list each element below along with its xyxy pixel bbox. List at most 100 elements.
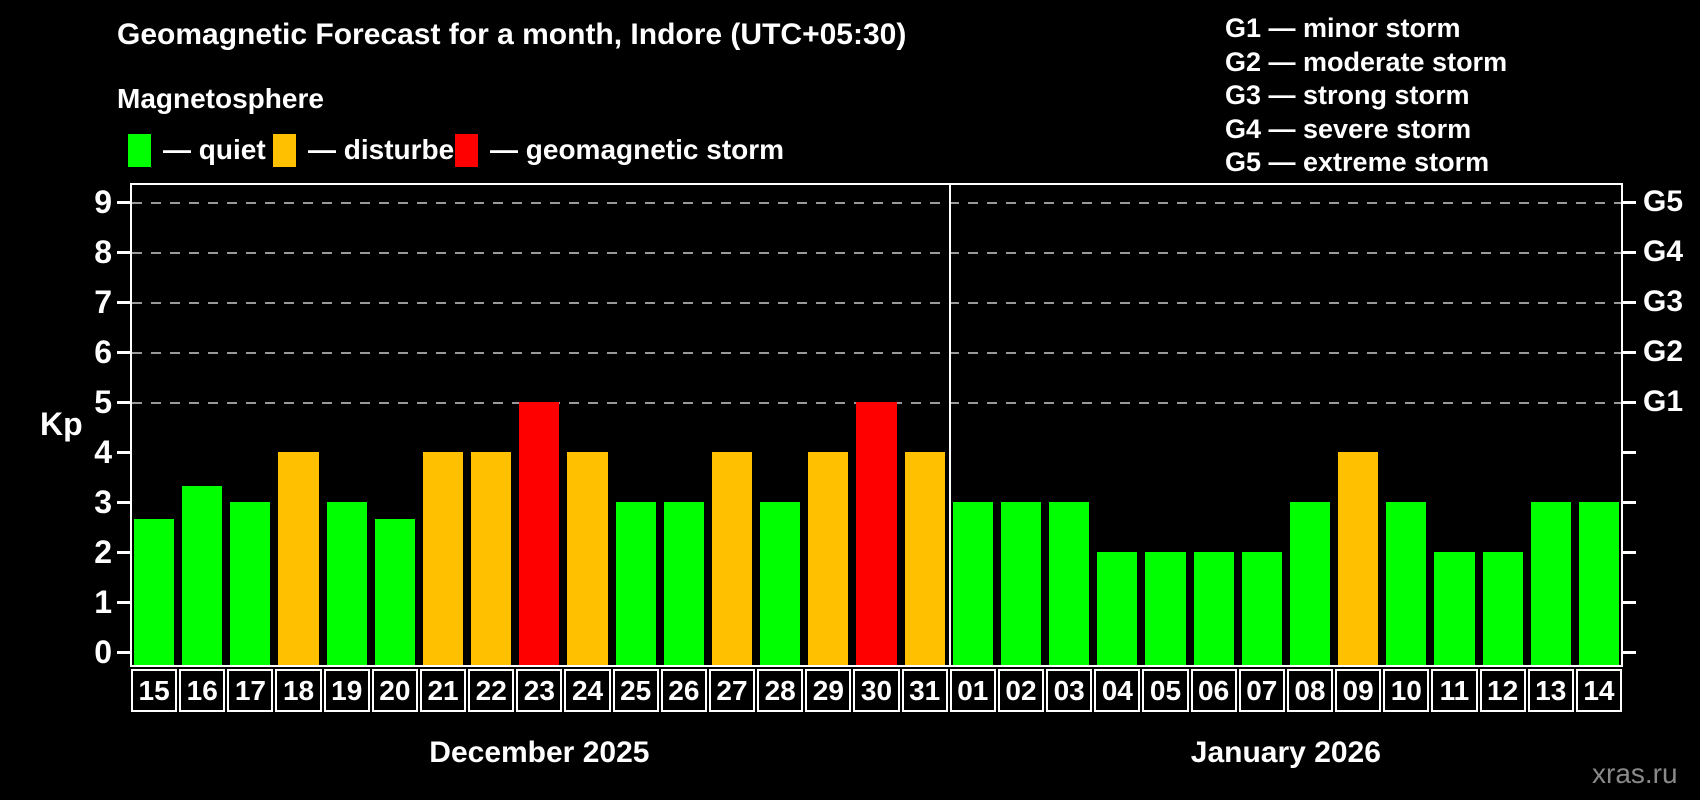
y-axis-label-2: 2: [94, 534, 112, 570]
y-tick-left-1: [117, 601, 130, 604]
day-label-01: 01: [949, 669, 996, 712]
y-axis-label-9: 9: [94, 184, 112, 220]
y-tick-right-2: [1623, 551, 1636, 554]
month-label-0: December 2025: [429, 736, 650, 769]
y-tick-left-2: [117, 551, 130, 554]
legend-label-disturbed: — disturbed: [308, 134, 472, 165]
day-label-07: 07: [1238, 669, 1285, 712]
g2-legend-line: G2 — moderate storm: [1225, 46, 1508, 77]
g4-legend-line: G4 — severe storm: [1225, 113, 1472, 144]
g3-legend-line: G3 — strong storm: [1225, 80, 1470, 110]
kp-bar-day-30: [856, 402, 897, 665]
day-label-10: 10: [1383, 669, 1430, 712]
y-tick-right-8: [1623, 251, 1636, 254]
day-label-05: 05: [1142, 669, 1189, 712]
day-label-13: 13: [1527, 669, 1574, 712]
g-axis-label-g4: G4: [1643, 235, 1684, 268]
plot-area: [130, 183, 1623, 667]
kp-bar-day-20: [374, 518, 415, 665]
y-axis-label-5: 5: [94, 384, 112, 420]
kp-bar-day-28: [760, 502, 801, 665]
day-label-16: 16: [179, 669, 226, 712]
day-label-24: 24: [564, 669, 611, 712]
kp-bar-day-25: [615, 502, 656, 665]
kp-bar-day-16: [182, 485, 223, 665]
day-label-18: 18: [275, 669, 322, 712]
day-label-22: 22: [468, 669, 515, 712]
g-axis-label-g5: G5: [1643, 185, 1684, 218]
legend-item-quiet: — quiet: [128, 133, 266, 167]
disturbed-color-swatch: [273, 133, 296, 167]
kp-bar-day-14: [1578, 502, 1619, 665]
y-tick-right-9: [1623, 201, 1636, 204]
y-axis-label-1: 1: [94, 584, 112, 620]
day-label-04: 04: [1094, 669, 1141, 712]
day-label-30: 30: [853, 669, 900, 712]
y-tick-left-9: [117, 201, 130, 204]
y-tick-left-7: [117, 301, 130, 304]
kp-bar-day-06: [1193, 552, 1234, 665]
kp-bar-day-29: [808, 452, 849, 665]
day-label-25: 25: [612, 669, 659, 712]
day-label-06: 06: [1190, 669, 1237, 712]
y-tick-right-7: [1623, 301, 1636, 304]
y-tick-right-3: [1623, 501, 1636, 504]
day-label-20: 20: [371, 669, 418, 712]
day-axis-row: 15 16 17 18 19 20 21 22 23 24 25 26 27 28 29 30 31 01 02 03…: [130, 669, 1623, 714]
kp-bar-day-02: [1000, 502, 1042, 665]
kp-bar-day-23: [519, 402, 560, 665]
y-axis-label-4: 4: [94, 434, 112, 470]
y-tick-left-4: [117, 451, 130, 454]
day-label-23: 23: [516, 669, 563, 712]
magnetosphere-label: Magnetosphere: [117, 83, 324, 114]
legend-label-storm: — geomagnetic storm: [490, 134, 785, 165]
day-label-09: 09: [1335, 669, 1382, 712]
kp-bar-day-05: [1145, 552, 1186, 665]
y-axis-label-3: 3: [94, 484, 112, 520]
kp-bar-day-08: [1289, 502, 1331, 665]
kp-bar-day-21: [422, 452, 464, 665]
g5-legend-line: G5 — extreme storm: [1225, 147, 1490, 177]
gridline-kp8: [132, 252, 1621, 254]
watermark: xras.ru: [1592, 758, 1678, 789]
y-axis-label-0: 0: [94, 634, 112, 670]
kp-bar-day-26: [663, 502, 704, 665]
g-scale-legend: G1 — minor storm G2 — moderate storm G3 …: [1225, 12, 1507, 180]
kp-bar-day-24: [567, 452, 608, 665]
g1-legend-line: G1 — minor storm: [1225, 13, 1461, 43]
kp-bar-day-31: [904, 452, 945, 665]
y-tick-right-6: [1623, 351, 1636, 354]
day-label-17: 17: [227, 669, 274, 712]
kp-bar-day-18: [278, 452, 319, 665]
y-tick-left-3: [117, 501, 130, 504]
legend-item-disturbed: — disturbed: [273, 133, 471, 167]
kp-bar-day-01: [952, 502, 993, 665]
kp-bar-day-12: [1482, 552, 1523, 665]
y-axis-label-7: 7: [94, 284, 112, 320]
day-label-26: 26: [660, 669, 707, 712]
day-label-08: 08: [1286, 669, 1334, 712]
storm-color-swatch: [455, 133, 478, 167]
legend-item-storm: — geomagnetic storm: [455, 133, 784, 167]
kp-bar-day-22: [471, 452, 512, 665]
kp-bar-day-15: [134, 518, 175, 665]
y-tick-left-6: [117, 351, 130, 354]
day-label-27: 27: [708, 669, 756, 712]
y-axis-label-8: 8: [94, 234, 112, 270]
g-axis-label-g2: G2: [1643, 335, 1684, 368]
y-tick-right-0: [1623, 651, 1636, 654]
y-axis-title: Kp: [40, 406, 83, 442]
month-separator: [948, 185, 951, 665]
day-label-28: 28: [757, 669, 804, 712]
day-label-15: 15: [131, 669, 178, 712]
y-tick-right-4: [1623, 451, 1636, 454]
y-axis-label-6: 6: [94, 334, 112, 370]
kp-bar-day-13: [1530, 502, 1571, 665]
y-tick-left-5: [117, 401, 130, 404]
kp-bar-day-07: [1241, 552, 1282, 665]
day-label-14: 14: [1575, 669, 1622, 712]
day-label-29: 29: [805, 669, 852, 712]
day-label-02: 02: [997, 669, 1045, 712]
y-tick-right-1: [1623, 601, 1636, 604]
